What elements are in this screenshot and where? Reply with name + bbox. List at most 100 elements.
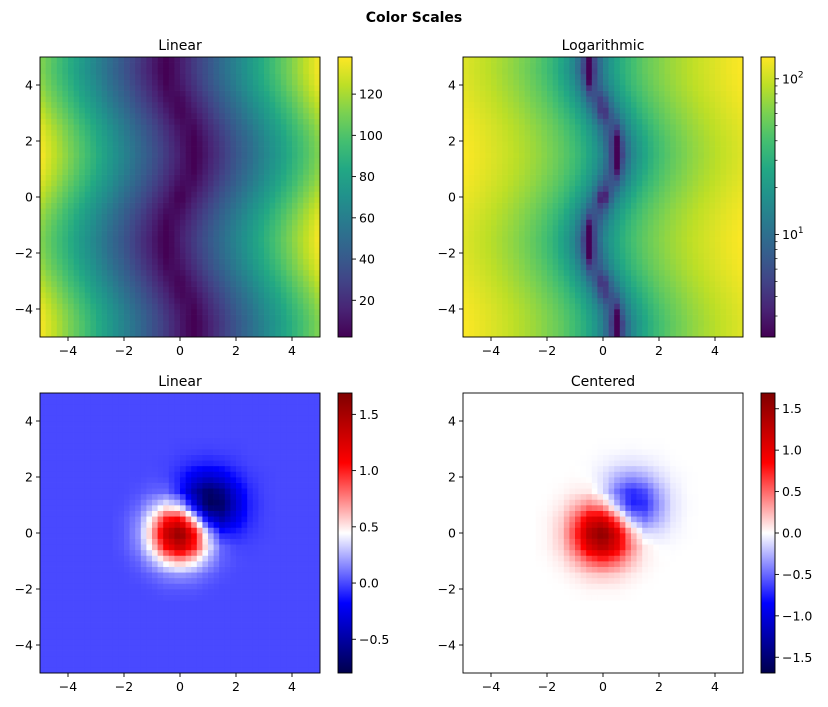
heatmap-cell [524, 292, 531, 299]
heatmap-cell [496, 96, 503, 103]
heatmap-cell [687, 331, 693, 338]
heatmap-cell [675, 191, 682, 198]
heatmap-cell [530, 269, 537, 276]
heatmap-cell [491, 197, 497, 203]
heatmap-cell [96, 90, 102, 97]
heatmap-cell [157, 180, 164, 187]
heatmap-cell [185, 73, 192, 80]
heatmap-cell [230, 286, 237, 293]
heatmap-cell [146, 297, 153, 304]
x-tick-label: −4 [59, 343, 77, 358]
heatmap-cell [474, 286, 481, 293]
heatmap-cell [614, 73, 621, 80]
heatmap-cell [502, 163, 509, 170]
heatmap-cell [224, 197, 231, 203]
heatmap-cell [157, 264, 164, 271]
heatmap-cell [541, 163, 548, 170]
heatmap-cell [580, 191, 587, 198]
heatmap-cell [636, 96, 643, 103]
heatmap-cell [45, 85, 52, 91]
heatmap-cell [675, 90, 682, 97]
heatmap-cell [107, 264, 114, 271]
heatmap-cell [152, 152, 158, 159]
heatmap-cell [591, 85, 598, 91]
heatmap-cell [51, 275, 58, 282]
heatmap-cell [292, 157, 298, 164]
heatmap-cell [591, 314, 598, 321]
heatmap-cell [720, 129, 727, 136]
heatmap-cell [191, 303, 198, 310]
heatmap-cell [230, 241, 237, 248]
heatmap-cell [513, 163, 520, 170]
heatmap-cell [670, 258, 677, 265]
heatmap-cell [715, 135, 721, 142]
heatmap-cell [687, 118, 693, 125]
heatmap-cell [163, 269, 170, 276]
heatmap-cell [224, 113, 231, 119]
heatmap-cell [174, 314, 181, 321]
heatmap-cell [726, 286, 733, 293]
heatmap-cell [569, 309, 576, 315]
heatmap-cell [726, 169, 733, 175]
heatmap-cell [709, 264, 716, 271]
heatmap-cell [670, 101, 677, 108]
heatmap-cell [56, 264, 63, 271]
heatmap-cell [107, 135, 114, 142]
heatmap-cell [597, 309, 604, 315]
heatmap-cell [608, 62, 615, 69]
heatmap-cell [580, 118, 587, 125]
heatmap-cell [51, 320, 58, 327]
heatmap-cell [286, 275, 293, 282]
heatmap-cell [73, 253, 80, 259]
heatmap-cell [659, 73, 665, 80]
heatmap-cell [463, 101, 469, 108]
heatmap-cell [474, 68, 481, 75]
heatmap-cell [146, 90, 153, 97]
heatmap-cell [519, 297, 525, 304]
heatmap-cell [185, 152, 192, 159]
heatmap-cell [314, 129, 321, 136]
heatmap-cell [174, 247, 181, 254]
heatmap-cell [269, 202, 276, 209]
heatmap-cell [308, 275, 315, 282]
heatmap-cell [51, 62, 58, 69]
heatmap-cell [219, 202, 226, 209]
heatmap-cell [603, 90, 609, 97]
heatmap-cell [474, 314, 481, 321]
heatmap-cell [524, 129, 531, 136]
heatmap-cell [687, 309, 693, 315]
heatmap-cell [681, 180, 688, 187]
heatmap-cell [62, 253, 69, 259]
heatmap-cell [213, 208, 220, 215]
heatmap-cell [140, 180, 147, 187]
heatmap-cell [101, 68, 108, 75]
heatmap-cell [79, 320, 86, 327]
heatmap-cell [236, 118, 242, 125]
heatmap-cell [603, 292, 609, 299]
heatmap-cell [101, 85, 108, 91]
heatmap-cell [174, 85, 181, 91]
heatmap-cell [56, 79, 63, 86]
heatmap-cell [224, 135, 231, 142]
heatmap-cell [45, 241, 52, 248]
heatmap-cell [541, 213, 548, 220]
heatmap-cell [636, 124, 643, 131]
heatmap-cell [118, 113, 125, 119]
heatmap-cell [45, 253, 52, 259]
heatmap-cell [720, 146, 727, 153]
heatmap-cell [84, 146, 91, 153]
heatmap-cell [709, 152, 716, 159]
heatmap-cell [40, 219, 46, 226]
heatmap-cell [308, 96, 315, 103]
heatmap-cell [519, 225, 525, 231]
heatmap-cell [675, 269, 682, 276]
heatmap-cell [625, 174, 632, 181]
heatmap-cell [535, 174, 542, 181]
heatmap-cell [720, 68, 727, 75]
heatmap-cell [107, 57, 114, 63]
heatmap-cell [286, 219, 293, 226]
heatmap-cell [68, 191, 74, 198]
heatmap-cell [51, 208, 58, 215]
heatmap-cell [196, 96, 203, 103]
heatmap-cell [681, 152, 688, 159]
